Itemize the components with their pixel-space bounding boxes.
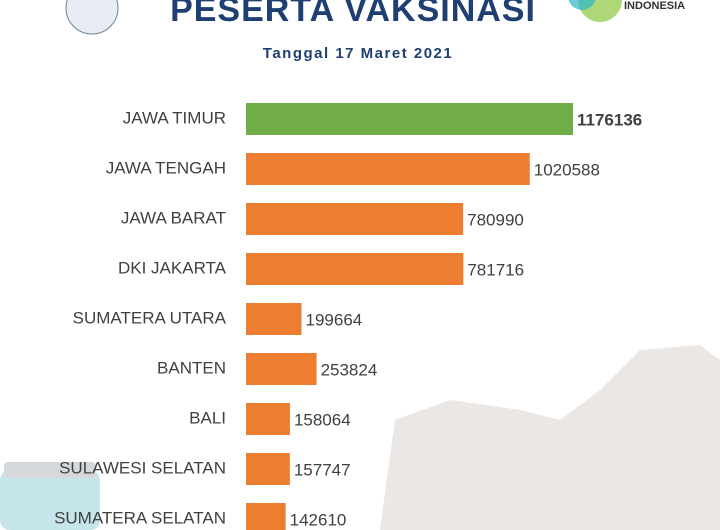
bar (246, 503, 286, 530)
bar (246, 453, 290, 485)
value-label: 253824 (321, 360, 378, 379)
photo-decoration (0, 470, 100, 530)
value-label: 1176136 (577, 110, 642, 129)
bar (246, 253, 464, 285)
logo-mark (568, 0, 596, 10)
value-label: 157747 (294, 460, 351, 479)
chart-subtitle: Tanggal 17 Maret 2021 (263, 45, 453, 62)
value-label: 142610 (290, 510, 347, 529)
bar (246, 353, 317, 385)
category-label: DKI JAKARTA (118, 258, 227, 277)
category-label: SUMATERA SELATAN (54, 508, 226, 527)
chart-title: PESERTA VAKSINASI (170, 0, 536, 29)
bar (246, 303, 302, 335)
category-label: JAWA TENGAH (106, 158, 226, 177)
bar (246, 203, 464, 235)
bar (246, 153, 530, 185)
category-label: JAWA BARAT (121, 208, 226, 227)
category-label: BANTEN (157, 358, 226, 377)
value-label: 158064 (294, 410, 351, 429)
category-label: JAWA TIMUR (123, 108, 226, 127)
value-label: 1020588 (534, 160, 600, 179)
bar (246, 103, 573, 135)
logo-text: INDONESIA (624, 0, 685, 12)
category-label: SULAWESI SELATAN (59, 458, 226, 477)
category-label: BALI (189, 408, 226, 427)
category-label: SUMATERA UTARA (73, 308, 227, 327)
value-label: 199664 (306, 310, 363, 329)
photo-decoration (4, 462, 96, 478)
bar (246, 403, 290, 435)
value-label: 781716 (467, 260, 524, 279)
value-label: 780990 (467, 210, 524, 229)
emblem (65, 0, 119, 35)
photo-decoration (380, 345, 720, 530)
